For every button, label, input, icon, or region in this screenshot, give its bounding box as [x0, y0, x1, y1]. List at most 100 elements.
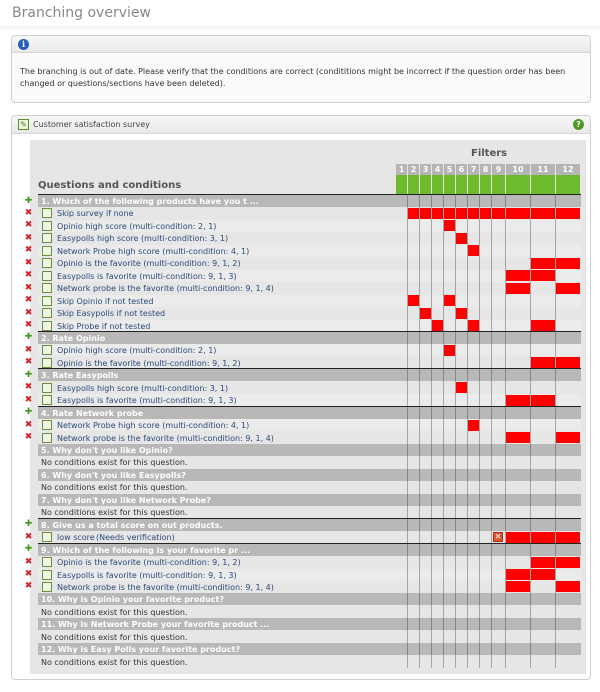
delete-condition-icon[interactable]: ✖ — [24, 581, 33, 592]
condition-label[interactable]: Skip Opinio if not tested — [57, 296, 154, 306]
filter-cell-10[interactable] — [506, 531, 530, 543]
delete-condition-icon[interactable]: ✖ — [24, 419, 33, 430]
condition-label[interactable]: Skip Easypolls if not tested — [57, 309, 166, 319]
condition-row[interactable]: Easypolls is favorite (multi-condition: … — [38, 568, 581, 581]
condition-row[interactable]: Opinio is the favorite (multi-condition:… — [38, 257, 581, 269]
delete-condition-icon[interactable]: ✖ — [24, 245, 33, 256]
filter-cell-10[interactable] — [506, 394, 530, 406]
condition-row[interactable]: Opinio is the favorite (multi-condition:… — [38, 556, 581, 568]
filter-header-7[interactable]: 7 — [468, 164, 479, 175]
question-row[interactable]: 7. Why don't you like Network Probe? — [38, 493, 581, 506]
condition-row[interactable]: Skip survey if none — [38, 207, 581, 219]
filter-header-5[interactable]: 5 — [444, 164, 455, 175]
delete-condition-icon[interactable]: ✖ — [24, 344, 33, 355]
filter-cell-12[interactable] — [556, 357, 580, 369]
condition-row[interactable]: Network Probe high score (multi-conditio… — [38, 244, 581, 257]
condition-label[interactable]: Skip Probe if not tested — [57, 321, 151, 331]
delete-condition-icon[interactable]: ✖ — [24, 531, 33, 542]
filter-header-1[interactable]: 1 — [396, 164, 407, 175]
condition-row[interactable]: Network probe is the favorite (multi-con… — [38, 581, 581, 593]
delete-condition-icon[interactable]: ✖ — [24, 556, 33, 567]
question-row[interactable]: 10. Why is Opinio your favorite product? — [38, 593, 581, 606]
question-row[interactable]: 8. Give us a total score on out products… — [38, 518, 581, 531]
condition-label[interactable]: low score — [57, 533, 95, 543]
filter-header-3[interactable]: 3 — [420, 164, 431, 175]
delete-condition-icon[interactable]: ✖ — [24, 382, 33, 393]
condition-row[interactable]: Skip Easypolls if not tested — [38, 307, 581, 319]
condition-label[interactable]: Skip survey if none — [57, 209, 134, 219]
delete-condition-icon[interactable]: ✖ — [24, 320, 33, 330]
filter-cell-12[interactable] — [556, 282, 580, 294]
condition-label[interactable]: Opinio is the favorite (multi-condition:… — [57, 259, 241, 269]
delete-condition-icon[interactable]: ✖ — [24, 257, 33, 268]
filter-cell-11[interactable] — [531, 394, 555, 406]
filter-cell-7[interactable] — [468, 320, 479, 331]
question-row[interactable]: 2. Rate Opinio — [38, 331, 581, 344]
filter-cell-7[interactable] — [468, 419, 479, 431]
condition-label[interactable]: Easypolls is favorite (multi-condition: … — [57, 396, 237, 406]
condition-label[interactable]: Opinio is the favorite (multi-condition:… — [57, 358, 241, 368]
question-row[interactable]: 5. Why don't you like Opinio? — [38, 444, 581, 456]
condition-row[interactable]: Easypolls high score (multi-condition: 3… — [38, 382, 581, 394]
filter-cell-6[interactable] — [456, 307, 467, 319]
condition-row[interactable]: low score (Needs verification) — [38, 531, 581, 543]
condition-label[interactable]: Easypolls is favorite (multi-condition: … — [57, 271, 237, 281]
filter-cell-6[interactable] — [456, 207, 467, 219]
question-row[interactable]: 11. Why is Network Probe your favorite p… — [38, 618, 581, 631]
filter-cell-3[interactable] — [420, 207, 431, 219]
question-row[interactable]: 4. Rate Network probe — [38, 406, 581, 419]
filter-cell-11[interactable] — [531, 569, 555, 580]
filter-header-11[interactable]: 11 — [531, 164, 555, 175]
filter-cell-8[interactable] — [480, 207, 491, 219]
filter-cell-11[interactable] — [531, 531, 555, 543]
filter-cell-10[interactable] — [506, 581, 530, 593]
condition-label[interactable]: Easypolls high score (multi-condition: 3… — [57, 383, 229, 393]
filter-cell-12[interactable] — [556, 257, 580, 269]
filter-cell-5[interactable] — [444, 295, 455, 307]
filter-cell-11[interactable] — [531, 357, 555, 369]
condition-row[interactable]: Opinio high score (multi-condition: 2, 1… — [38, 344, 581, 357]
delete-condition-icon[interactable]: ✖ — [24, 357, 33, 368]
delete-condition-icon[interactable]: ✖ — [24, 282, 33, 293]
filter-cell-7[interactable] — [468, 245, 479, 257]
filter-cell-9[interactable] — [492, 207, 505, 219]
condition-label[interactable]: Easypolls high score (multi-condition: 3… — [57, 234, 229, 244]
filter-header-10[interactable]: 10 — [506, 164, 530, 175]
condition-label[interactable]: Network probe is the favorite (multi-con… — [57, 433, 274, 443]
condition-row[interactable]: Network probe is the favorite (multi-con… — [38, 432, 581, 444]
filter-header-8[interactable]: 8 — [480, 164, 491, 175]
add-condition-icon[interactable]: ✚ — [24, 519, 33, 530]
filter-cell-3[interactable] — [420, 307, 431, 319]
filter-cell-11[interactable] — [531, 320, 555, 331]
delete-condition-icon[interactable]: ✖ — [24, 220, 33, 231]
filter-cell-11[interactable] — [531, 207, 555, 219]
question-row[interactable]: 1. Which of the following products have … — [38, 195, 581, 207]
delete-condition-icon[interactable]: ✖ — [24, 307, 33, 318]
add-condition-icon[interactable]: ✚ — [24, 407, 33, 418]
add-condition-icon[interactable]: ✚ — [24, 369, 33, 380]
condition-row[interactable]: Easypolls is favorite (multi-condition: … — [38, 269, 581, 282]
filter-cell-2[interactable] — [408, 295, 419, 307]
question-row[interactable]: 3. Rate Easypolls — [38, 369, 581, 382]
add-condition-icon[interactable]: ✚ — [24, 195, 33, 206]
delete-condition-icon[interactable]: ✖ — [24, 569, 33, 579]
filter-cell-4[interactable] — [432, 320, 443, 331]
condition-row[interactable]: Network probe is the favorite (multi-con… — [38, 282, 581, 294]
add-condition-icon[interactable]: ✚ — [24, 332, 33, 343]
delete-condition-icon[interactable]: ✖ — [24, 295, 33, 306]
condition-label[interactable]: Opinio is the favorite (multi-condition:… — [57, 558, 241, 568]
delete-condition-icon[interactable]: ✖ — [24, 207, 33, 218]
filter-cell-12[interactable] — [556, 556, 580, 568]
filter-cell-10[interactable] — [506, 270, 530, 282]
condition-row[interactable]: Easypolls high score (multi-condition: 3… — [38, 232, 581, 244]
filter-cell-6[interactable] — [456, 382, 467, 394]
filter-header-9[interactable]: 9 — [492, 164, 505, 175]
condition-row[interactable]: Easypolls is favorite (multi-condition: … — [38, 394, 581, 407]
filter-cell-12[interactable] — [556, 531, 580, 543]
condition-row[interactable]: Opinio is the favorite (multi-condition:… — [38, 357, 581, 369]
condition-label[interactable]: Opinio high score (multi-condition: 2, 1… — [57, 221, 217, 231]
filter-cell-5[interactable] — [444, 220, 455, 232]
filter-cell-7[interactable] — [468, 207, 479, 219]
filter-cell-11[interactable] — [531, 270, 555, 282]
filter-cell-5[interactable] — [444, 207, 455, 219]
